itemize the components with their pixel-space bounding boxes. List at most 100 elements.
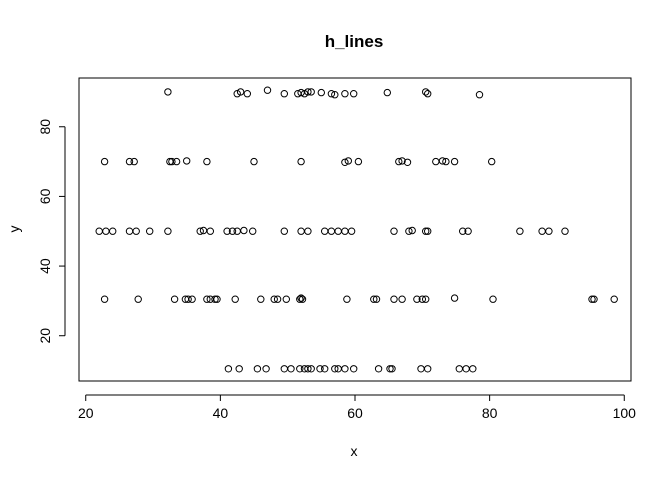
data-point xyxy=(341,365,349,373)
data-point xyxy=(370,295,378,303)
data-point xyxy=(296,365,304,373)
data-point xyxy=(125,227,134,235)
data-point xyxy=(516,227,524,235)
data-point xyxy=(203,157,211,166)
data-point xyxy=(417,365,425,373)
data-point xyxy=(296,295,304,303)
data-point xyxy=(327,90,336,98)
data-point xyxy=(317,88,325,97)
y-axis-label: y xyxy=(6,226,22,233)
data-point xyxy=(321,365,329,373)
data-point xyxy=(395,157,403,166)
data-point xyxy=(211,295,219,303)
data-point xyxy=(170,295,179,303)
data-point xyxy=(304,88,312,96)
data-point xyxy=(297,157,305,166)
data-point xyxy=(206,227,215,235)
data-point xyxy=(282,295,290,303)
y-tick-label: 60 xyxy=(37,188,53,204)
data-point xyxy=(424,90,432,98)
data-point xyxy=(450,294,459,302)
y-tick-label: 80 xyxy=(37,119,53,135)
data-point xyxy=(270,295,278,303)
data-point xyxy=(223,227,231,235)
data-point xyxy=(168,157,176,166)
data-point xyxy=(273,295,282,303)
data-point xyxy=(388,365,396,373)
data-point xyxy=(316,365,324,373)
y-axis: 20 40 60 80 xyxy=(37,119,66,344)
data-point xyxy=(109,227,117,235)
data-point xyxy=(331,91,339,99)
data-point xyxy=(341,158,349,167)
data-point xyxy=(130,157,138,166)
data-point xyxy=(235,365,243,373)
data-point xyxy=(422,295,430,303)
data-points xyxy=(95,86,618,373)
data-point xyxy=(432,157,440,166)
data-point xyxy=(257,295,265,303)
y-tick-label: 20 xyxy=(37,328,53,344)
data-point xyxy=(374,365,383,373)
data-point xyxy=(196,227,204,235)
data-point xyxy=(102,227,110,235)
data-point xyxy=(442,157,450,166)
data-point xyxy=(413,295,421,303)
data-point xyxy=(347,227,356,235)
data-point xyxy=(403,158,412,167)
data-point xyxy=(236,88,245,96)
data-point xyxy=(164,88,172,96)
data-point xyxy=(321,227,329,235)
x-axis-label: x xyxy=(351,443,358,459)
x-tick-label: 40 xyxy=(213,405,229,421)
data-point xyxy=(343,295,351,303)
data-point xyxy=(424,227,432,235)
data-point xyxy=(231,295,239,303)
data-point xyxy=(327,227,336,235)
data-point xyxy=(588,295,596,303)
data-point xyxy=(172,157,181,166)
data-point xyxy=(398,295,406,303)
data-point xyxy=(350,90,358,98)
data-point xyxy=(464,227,472,235)
data-point xyxy=(331,365,339,373)
chart-title: h_lines xyxy=(325,32,384,51)
data-point xyxy=(243,90,252,98)
data-point xyxy=(240,226,248,235)
plot-frame xyxy=(78,77,632,382)
data-point xyxy=(405,227,413,235)
data-point xyxy=(488,157,496,166)
data-point xyxy=(561,227,569,235)
data-point xyxy=(307,88,315,96)
data-point xyxy=(228,227,237,235)
data-point xyxy=(341,90,349,98)
data-point xyxy=(146,227,154,235)
data-point xyxy=(390,295,398,303)
data-point xyxy=(100,157,109,166)
data-point xyxy=(263,86,272,94)
data-point xyxy=(233,227,241,235)
data-point xyxy=(280,90,288,98)
y-tick-label: 40 xyxy=(37,258,53,274)
data-point xyxy=(249,227,257,235)
data-point xyxy=(134,295,142,303)
data-point xyxy=(590,295,598,303)
x-axis: 20 40 60 80 100 xyxy=(78,394,636,421)
data-point xyxy=(422,227,430,235)
data-point xyxy=(125,157,134,166)
data-point xyxy=(298,295,307,303)
data-point xyxy=(280,227,288,235)
data-point xyxy=(545,227,553,235)
data-point xyxy=(610,295,618,303)
data-point xyxy=(459,227,467,235)
data-point xyxy=(462,365,470,373)
data-point xyxy=(253,365,262,373)
data-point xyxy=(307,365,315,373)
data-point xyxy=(188,295,196,303)
data-point xyxy=(438,157,447,165)
x-tick-label: 60 xyxy=(347,405,363,421)
data-point xyxy=(132,227,140,235)
data-point xyxy=(422,88,430,96)
data-point xyxy=(390,227,398,235)
